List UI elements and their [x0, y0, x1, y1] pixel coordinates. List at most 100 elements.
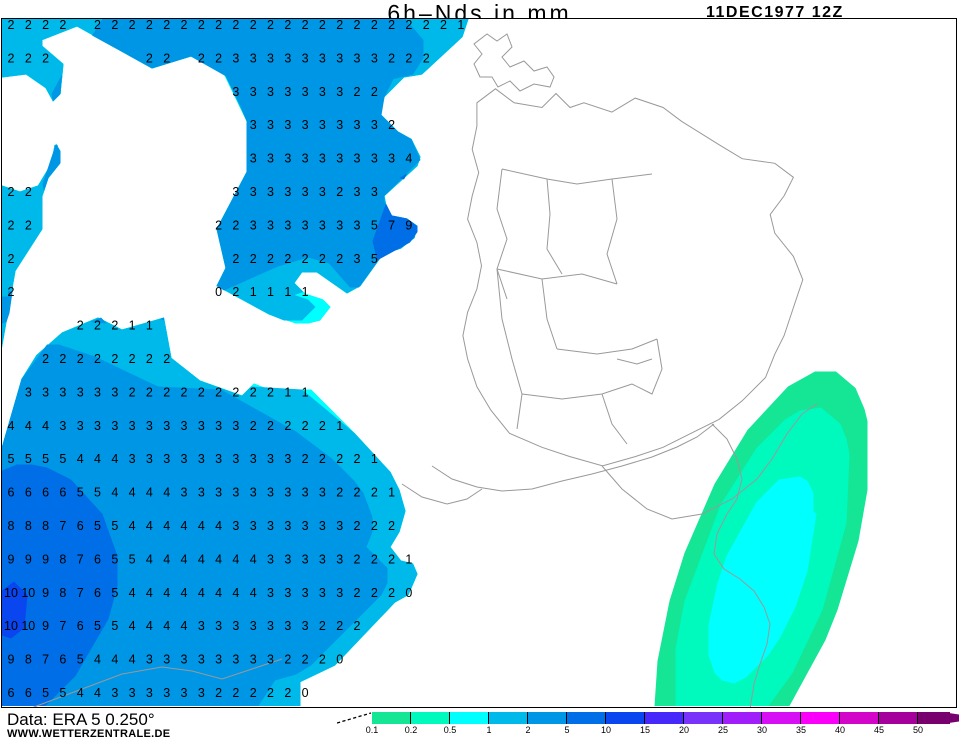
- svg-text:2: 2: [163, 51, 170, 65]
- svg-text:2: 2: [232, 385, 239, 399]
- svg-text:3: 3: [319, 51, 326, 65]
- svg-text:3: 3: [319, 486, 326, 500]
- svg-text:3: 3: [267, 619, 274, 633]
- svg-text:5: 5: [77, 653, 84, 667]
- svg-text:2: 2: [302, 19, 309, 32]
- svg-text:1: 1: [457, 19, 464, 32]
- svg-text:3: 3: [284, 185, 291, 199]
- svg-text:3: 3: [267, 486, 274, 500]
- svg-text:3: 3: [267, 118, 274, 132]
- svg-text:9: 9: [405, 218, 412, 232]
- svg-text:3: 3: [250, 519, 257, 533]
- svg-text:3: 3: [302, 619, 309, 633]
- svg-text:2: 2: [215, 385, 222, 399]
- svg-text:3: 3: [336, 85, 343, 99]
- svg-text:3: 3: [284, 85, 291, 99]
- svg-text:4: 4: [111, 486, 118, 500]
- svg-text:8: 8: [25, 653, 32, 667]
- svg-text:3: 3: [232, 452, 239, 466]
- svg-text:4: 4: [163, 619, 170, 633]
- svg-text:3: 3: [267, 85, 274, 99]
- svg-text:3: 3: [302, 51, 309, 65]
- svg-text:3: 3: [232, 185, 239, 199]
- svg-text:2: 2: [215, 218, 222, 232]
- svg-text:1: 1: [371, 452, 378, 466]
- svg-text:5: 5: [111, 519, 118, 533]
- svg-text:5: 5: [77, 486, 84, 500]
- svg-text:2: 2: [111, 352, 118, 366]
- svg-text:3: 3: [198, 653, 205, 667]
- svg-text:3: 3: [267, 452, 274, 466]
- svg-text:3: 3: [302, 85, 309, 99]
- svg-text:1: 1: [267, 285, 274, 299]
- svg-text:2: 2: [354, 85, 361, 99]
- svg-text:7: 7: [77, 586, 84, 600]
- svg-text:2: 2: [371, 552, 378, 566]
- svg-text:4: 4: [94, 653, 101, 667]
- svg-text:2: 2: [354, 452, 361, 466]
- svg-text:3: 3: [250, 152, 257, 166]
- svg-text:0: 0: [336, 653, 343, 667]
- svg-text:3: 3: [181, 452, 188, 466]
- svg-text:2: 2: [354, 619, 361, 633]
- svg-text:2: 2: [405, 51, 412, 65]
- svg-text:2: 2: [215, 51, 222, 65]
- svg-text:3: 3: [163, 686, 170, 700]
- svg-text:4: 4: [198, 586, 205, 600]
- svg-text:3: 3: [163, 452, 170, 466]
- svg-text:7: 7: [388, 218, 395, 232]
- svg-text:4: 4: [163, 586, 170, 600]
- svg-text:3: 3: [336, 51, 343, 65]
- svg-text:3: 3: [129, 452, 136, 466]
- svg-text:2: 2: [284, 19, 291, 32]
- svg-text:2: 2: [129, 19, 136, 32]
- svg-text:2: 2: [198, 51, 205, 65]
- svg-text:3: 3: [319, 552, 326, 566]
- svg-text:3: 3: [111, 419, 118, 433]
- svg-text:2: 2: [336, 252, 343, 266]
- svg-text:3: 3: [198, 419, 205, 433]
- svg-text:2: 2: [146, 352, 153, 366]
- svg-text:4: 4: [111, 653, 118, 667]
- svg-text:2: 2: [423, 19, 430, 32]
- svg-text:3: 3: [302, 152, 309, 166]
- svg-text:2: 2: [8, 51, 15, 65]
- svg-text:3: 3: [267, 653, 274, 667]
- svg-text:2: 2: [336, 19, 343, 32]
- svg-text:3: 3: [215, 653, 222, 667]
- svg-text:3: 3: [354, 51, 361, 65]
- svg-text:2: 2: [371, 19, 378, 32]
- svg-text:8: 8: [25, 519, 32, 533]
- svg-text:6: 6: [77, 519, 84, 533]
- svg-text:4: 4: [129, 486, 136, 500]
- svg-text:2: 2: [129, 352, 136, 366]
- svg-text:3: 3: [250, 185, 257, 199]
- svg-text:7: 7: [77, 552, 84, 566]
- svg-text:3: 3: [250, 452, 257, 466]
- svg-text:2: 2: [388, 586, 395, 600]
- svg-text:3: 3: [267, 152, 274, 166]
- svg-text:3: 3: [215, 619, 222, 633]
- svg-text:3: 3: [25, 385, 32, 399]
- svg-text:2: 2: [163, 352, 170, 366]
- svg-text:3: 3: [59, 385, 66, 399]
- svg-text:5: 5: [111, 586, 118, 600]
- svg-text:3: 3: [129, 419, 136, 433]
- svg-text:2: 2: [25, 218, 32, 232]
- svg-text:3: 3: [94, 419, 101, 433]
- svg-text:2: 2: [42, 352, 49, 366]
- svg-text:2: 2: [8, 19, 15, 32]
- svg-text:4: 4: [198, 552, 205, 566]
- svg-text:2: 2: [354, 552, 361, 566]
- svg-text:10: 10: [21, 586, 35, 600]
- svg-text:3: 3: [198, 452, 205, 466]
- svg-text:3: 3: [284, 586, 291, 600]
- svg-text:3: 3: [250, 118, 257, 132]
- svg-text:3: 3: [284, 486, 291, 500]
- svg-text:2: 2: [388, 118, 395, 132]
- svg-text:2: 2: [354, 486, 361, 500]
- svg-text:3: 3: [354, 185, 361, 199]
- svg-text:9: 9: [42, 619, 49, 633]
- svg-text:2: 2: [388, 51, 395, 65]
- svg-text:2: 2: [267, 686, 274, 700]
